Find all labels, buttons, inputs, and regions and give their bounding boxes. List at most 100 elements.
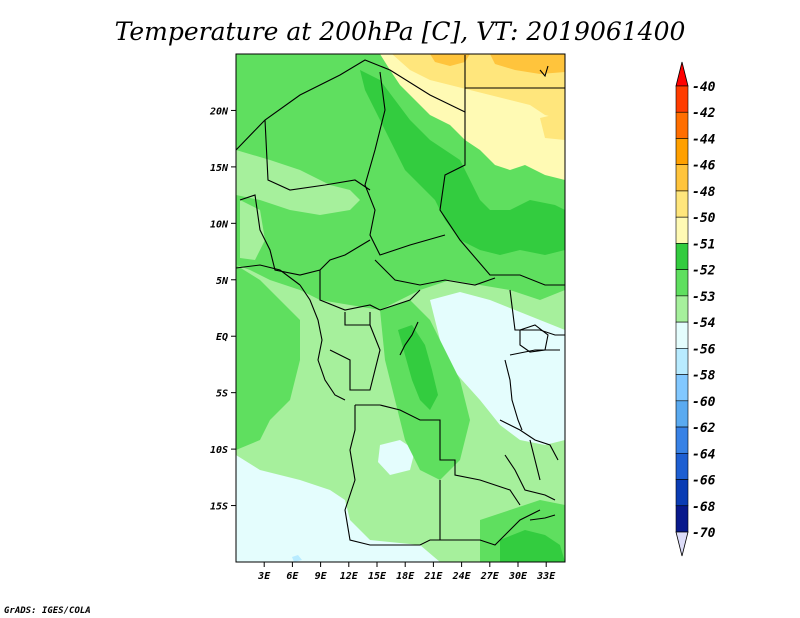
colorbar-label: -53 <box>692 290 716 305</box>
border-line <box>239 194 371 276</box>
x-tick-label: 3E <box>257 571 271 582</box>
border-line <box>499 419 559 461</box>
border-line <box>319 270 381 311</box>
border-line <box>236 264 301 286</box>
colorbar-label: -50 <box>692 211 716 226</box>
x-tick-label: 15E <box>368 571 387 582</box>
colorbar-top-triangle <box>675 61 689 87</box>
chart-title: Temperature at 200hPa [C], VT: 201906140… <box>115 17 686 46</box>
x-tick-label: 18E <box>396 571 415 582</box>
y-tick-label: 5S <box>216 389 228 400</box>
colorbar-segment <box>675 295 689 323</box>
colorbar-label: -48 <box>692 185 716 200</box>
colorbar-label: -68 <box>692 500 716 515</box>
map-frame <box>235 53 566 563</box>
x-tick-label: 6E <box>286 571 299 582</box>
y-tick-label: 10S <box>210 445 228 456</box>
colorbar-segment <box>675 190 689 218</box>
x-tick-label: 9E <box>315 571 328 582</box>
colorbar-label: -56 <box>692 342 716 357</box>
contour-minus53-west <box>236 265 300 450</box>
contour-minus48-northeast <box>540 112 565 140</box>
colorbar-label: -46 <box>692 159 716 174</box>
y-tick-label: 15S <box>210 502 228 513</box>
border-line <box>509 289 565 336</box>
colorbar-label: -60 <box>692 395 716 410</box>
x-tick-label: 12E <box>340 571 359 582</box>
y-tick-label: 20N <box>209 106 229 117</box>
congo-river <box>399 321 419 356</box>
colorbar-segment <box>675 348 689 375</box>
border-line <box>344 312 371 326</box>
contour-minus56-spot <box>292 555 302 562</box>
border-line <box>374 259 496 286</box>
colorbar-label: -54 <box>692 316 716 331</box>
y-tick-label: 10N <box>210 219 229 230</box>
colorbar-label: -52 <box>692 264 716 279</box>
y-tick-label: 15N <box>210 163 229 174</box>
map-area <box>236 54 565 562</box>
colorbar-segment <box>675 321 689 349</box>
border-line <box>264 119 371 191</box>
colorbar-segment <box>675 505 689 533</box>
contour-minus54-south <box>236 455 440 562</box>
border-line <box>529 514 556 521</box>
colorbar-label: -40 <box>692 80 716 95</box>
colorbar-segment <box>675 374 689 402</box>
colorbar-label: -58 <box>692 369 716 384</box>
border-line <box>439 112 565 286</box>
lake-tanganyika <box>504 359 523 431</box>
colorbar: -40 -42 -44 -46 -48 -50 -51 -52 -53 -54 -56 -58 -60 -… <box>675 61 716 557</box>
border-line <box>364 71 446 256</box>
lake-victoria <box>519 324 549 353</box>
colorbar-segment <box>675 426 689 454</box>
border-line <box>379 289 421 311</box>
colorbar-label: -70 <box>692 526 716 541</box>
colorbar-segment <box>675 400 689 428</box>
x-tick-label: 24E <box>452 571 472 582</box>
colorbar-segment <box>675 85 689 113</box>
colorbar-segment <box>675 216 689 244</box>
x-axis: 3E 6E 9E 12E 15E 18E 21E 24E 27E 30E 33E <box>257 562 556 582</box>
y-tick-label: EQ <box>216 332 228 343</box>
border-line <box>329 324 381 391</box>
colorbar-bottom-triangle <box>675 531 689 557</box>
y-axis: 20N 15N 10N 5N EQ 5S 10S 15S <box>209 106 236 513</box>
colorbar-label: -62 <box>692 421 716 436</box>
colorbar-label: -66 <box>692 474 716 489</box>
y-tick-label: 5N <box>216 276 229 287</box>
contour-minus54-west-patch <box>240 200 265 260</box>
colorbar-segment <box>675 111 689 139</box>
contour-minus52-north <box>360 70 565 255</box>
grads-credit: GrADS: IGES/COLA <box>4 606 91 616</box>
border-line <box>355 404 521 506</box>
border-line <box>504 454 556 501</box>
colorbar-label: -51 <box>692 237 715 252</box>
x-tick-label: 27E <box>480 571 500 582</box>
contour-minus46-north <box>430 54 470 66</box>
border-line <box>439 480 541 546</box>
colorbar-segment <box>675 452 689 480</box>
contour-minus46-northeast <box>490 54 565 74</box>
border-line <box>344 405 440 546</box>
colorbar-segment <box>675 479 689 507</box>
colorbar-label: -64 <box>692 447 716 462</box>
x-tick-label: 21E <box>423 571 443 582</box>
colorbar-segment <box>675 164 689 192</box>
coastline <box>299 284 346 401</box>
border-line <box>509 349 560 356</box>
contour-minus52-central <box>398 325 438 410</box>
colorbar-segment <box>675 243 689 270</box>
country-borders <box>236 55 565 546</box>
contour-minus54-patch <box>378 440 415 475</box>
x-tick-label: 33E <box>536 571 556 582</box>
red-sea-coast <box>539 65 549 78</box>
x-tick-label: 30E <box>508 571 528 582</box>
lake-malawi <box>529 439 541 481</box>
colorbar-segment <box>675 138 689 166</box>
colorbar-label: -42 <box>692 106 716 121</box>
colorbar-label: -44 <box>692 132 716 147</box>
border-line <box>236 55 466 151</box>
contour-minus52-southeast <box>500 530 565 562</box>
